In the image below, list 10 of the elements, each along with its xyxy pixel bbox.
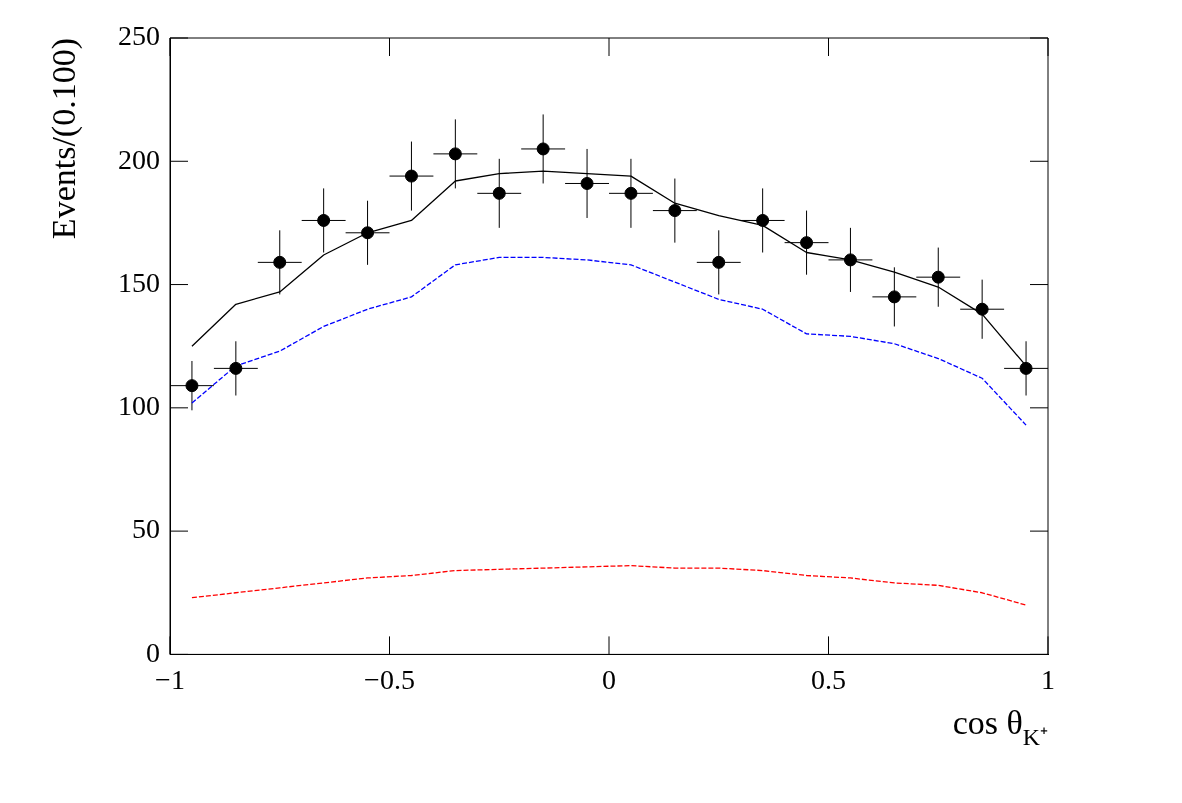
x-tick-label: 0 [602,663,616,695]
y-tick-label: 100 [118,390,160,422]
x-tick-label: 0.5 [811,663,846,695]
y-tick-label: 150 [118,266,160,298]
y-tick-label: 50 [132,513,160,545]
x-tick-label: −0.5 [364,663,415,695]
y-tick-label: 200 [118,143,160,175]
y-axis-title: Events/(0.100) [45,37,83,240]
y-tick-label: 250 [118,20,160,52]
x-tick-label: 1 [1041,663,1055,695]
